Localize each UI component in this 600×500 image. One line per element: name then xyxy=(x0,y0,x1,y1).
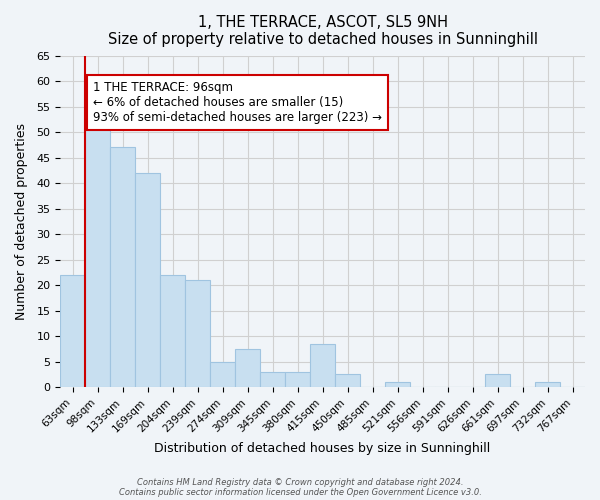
Bar xyxy=(285,372,310,387)
Text: Contains HM Land Registry data © Crown copyright and database right 2024.
Contai: Contains HM Land Registry data © Crown c… xyxy=(119,478,481,497)
Bar xyxy=(485,374,510,387)
Bar xyxy=(335,374,360,387)
Bar xyxy=(210,362,235,387)
Text: 1 THE TERRACE: 96sqm
← 6% of detached houses are smaller (15)
93% of semi-detach: 1 THE TERRACE: 96sqm ← 6% of detached ho… xyxy=(92,81,382,124)
Bar xyxy=(310,344,335,387)
Bar xyxy=(235,349,260,387)
Bar xyxy=(160,275,185,387)
X-axis label: Distribution of detached houses by size in Sunninghill: Distribution of detached houses by size … xyxy=(154,442,491,455)
Bar xyxy=(535,382,560,387)
Y-axis label: Number of detached properties: Number of detached properties xyxy=(15,123,28,320)
Bar xyxy=(385,382,410,387)
Bar xyxy=(60,275,85,387)
Bar xyxy=(260,372,285,387)
Bar xyxy=(110,148,135,387)
Bar xyxy=(85,116,110,387)
Bar xyxy=(185,280,210,387)
Title: 1, THE TERRACE, ASCOT, SL5 9NH
Size of property relative to detached houses in S: 1, THE TERRACE, ASCOT, SL5 9NH Size of p… xyxy=(107,15,538,48)
Bar xyxy=(135,173,160,387)
